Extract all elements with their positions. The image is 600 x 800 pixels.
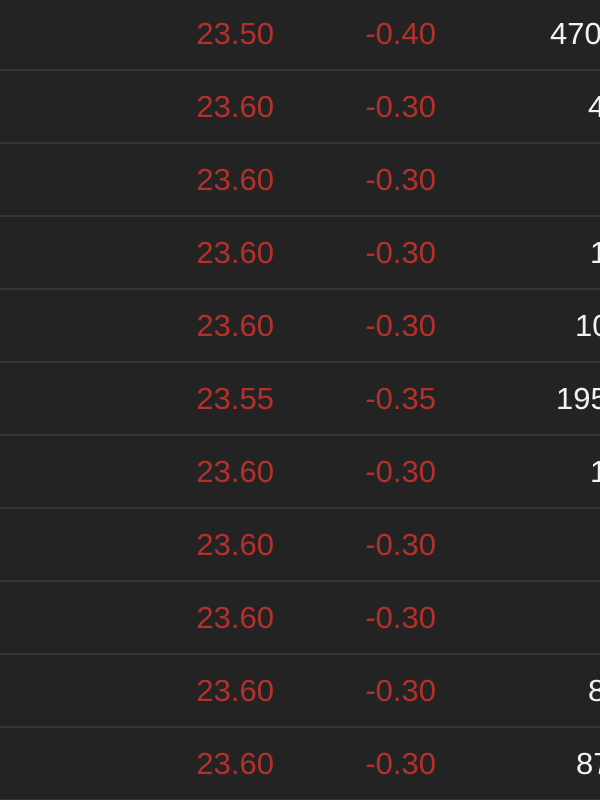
trade-row: 23.60 -0.30 1	[0, 436, 600, 509]
trade-row: 23.60 -0.30	[0, 144, 600, 217]
price: 23.60	[196, 746, 274, 781]
change: -0.30	[365, 308, 436, 343]
change: -0.30	[365, 600, 436, 635]
volume: 8	[588, 673, 600, 708]
trade-row: 23.60 -0.30 87	[0, 728, 600, 800]
volume: 470	[550, 16, 600, 51]
price: 23.60	[196, 527, 274, 562]
trade-row: 23.60 -0.30 4	[0, 71, 600, 144]
volume: 10	[575, 308, 600, 343]
price: 23.60	[196, 162, 274, 197]
trade-row: 23.60 -0.30	[0, 582, 600, 655]
trade-row: 23.60 -0.30	[0, 509, 600, 582]
price: 23.60	[196, 454, 274, 489]
price: 23.60	[196, 89, 274, 124]
trade-row: 23.60 -0.30 8	[0, 655, 600, 728]
change: -0.30	[365, 746, 436, 781]
change: -0.30	[365, 162, 436, 197]
change: -0.40	[365, 16, 436, 51]
change: -0.30	[365, 673, 436, 708]
volume: 1	[590, 454, 600, 489]
price: 23.60	[196, 235, 274, 270]
price: 23.60	[196, 308, 274, 343]
volume: 1	[590, 235, 600, 270]
change: -0.30	[365, 527, 436, 562]
trade-row: 23.50 -0.40 470	[0, 0, 600, 71]
trade-row: 23.55 -0.35 195	[0, 363, 600, 436]
trade-row: 23.60 -0.30 10	[0, 290, 600, 363]
change: -0.35	[365, 381, 436, 416]
change: -0.30	[365, 235, 436, 270]
trade-row: 23.60 -0.30 1	[0, 217, 600, 290]
price: 23.60	[196, 673, 274, 708]
volume: 4	[588, 89, 600, 124]
price: 23.60	[196, 600, 274, 635]
change: -0.30	[365, 454, 436, 489]
volume: 87	[576, 746, 600, 781]
price: 23.55	[196, 381, 274, 416]
volume: 195	[556, 381, 600, 416]
change: -0.30	[365, 89, 436, 124]
price: 23.50	[196, 16, 274, 51]
